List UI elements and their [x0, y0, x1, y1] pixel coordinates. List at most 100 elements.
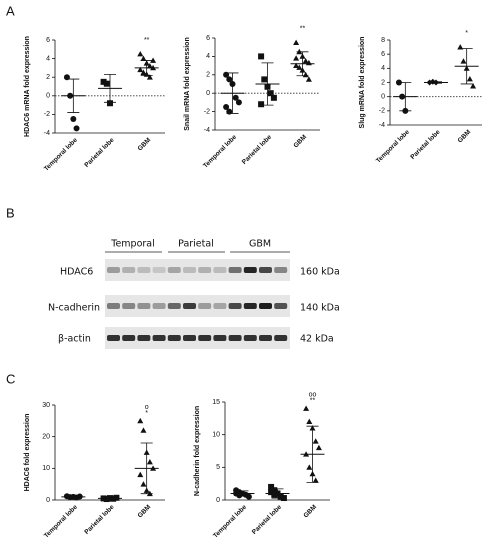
band: [107, 335, 120, 341]
point: [267, 90, 274, 97]
point: [107, 100, 113, 107]
y-tick-label: 10: [42, 465, 50, 472]
y-tick-label: 2: [381, 79, 385, 86]
point: [271, 491, 278, 498]
point: [460, 58, 467, 64]
band: [198, 303, 212, 309]
panel-letter: C: [6, 371, 15, 386]
band: [152, 303, 166, 309]
sd-bar: [236, 490, 249, 497]
annotation: oo **: [309, 391, 317, 404]
sd-bar: [296, 51, 309, 77]
band: [274, 303, 288, 309]
band: [107, 267, 120, 273]
point: [103, 80, 110, 87]
sd-bar: [460, 48, 473, 85]
x-tick-label: GBM: [137, 137, 153, 153]
band: [228, 303, 242, 309]
y-axis-title: HDAC6 fold expression: [24, 414, 31, 492]
point: [113, 494, 120, 501]
point: [258, 101, 265, 108]
y-tick-label: 4: [206, 53, 210, 60]
band: [183, 335, 196, 341]
point: [270, 94, 277, 101]
band: [107, 303, 120, 309]
sd-bar: [140, 60, 153, 76]
x-tick-label: GBM: [292, 134, 308, 150]
band: [198, 335, 212, 341]
band: [213, 303, 227, 309]
panel-letter: A: [6, 3, 15, 18]
sd-bar: [104, 74, 116, 103]
band: [228, 267, 242, 273]
point: [302, 71, 309, 78]
lane-label: GBM: [249, 239, 271, 250]
point: [223, 104, 230, 110]
y-tick-label: 20: [42, 434, 50, 441]
band: [259, 335, 272, 341]
band: [183, 303, 196, 309]
band: [152, 335, 166, 341]
y-tick-label: 0: [206, 90, 210, 97]
band: [259, 303, 272, 309]
blot-strip: [105, 327, 290, 349]
x-tick-label: Temporal lobe: [43, 503, 79, 539]
band: [243, 303, 257, 309]
band: [167, 303, 181, 309]
row-label: N-cadherin: [48, 303, 100, 314]
point: [296, 64, 303, 70]
chart: 0 5 10 15 N-cadherin fold expression Temporal…: [194, 391, 330, 540]
band: [259, 267, 272, 273]
sd-bar: [67, 495, 80, 498]
y-tick-label: 6: [46, 37, 50, 44]
point: [470, 83, 477, 89]
point: [312, 438, 319, 444]
band: [183, 267, 196, 273]
y-axis-title: Snail mRNA fold expression: [184, 37, 191, 130]
y-tick-label: -2: [44, 111, 50, 118]
point: [146, 459, 153, 465]
band: [228, 335, 242, 341]
sd-bar: [140, 442, 153, 495]
sd-bar: [226, 72, 239, 114]
y-tick-label: -4: [204, 127, 210, 134]
x-tick-label: GBM: [137, 504, 153, 520]
point: [312, 477, 319, 483]
y-axis-title: HDAC6 mRNA fold expression: [24, 36, 31, 137]
point: [235, 99, 242, 106]
x-tick-label: Temporal lobe: [375, 128, 411, 164]
point: [302, 58, 309, 64]
band: [243, 267, 257, 273]
y-tick-label: 0: [46, 497, 50, 504]
size-label: 42 kDa: [300, 334, 334, 345]
size-label: 160 kDa: [300, 267, 340, 278]
band: [137, 267, 151, 273]
point: [137, 66, 144, 73]
panel-letter: B: [6, 205, 15, 220]
band: [122, 303, 136, 309]
point: [150, 57, 157, 63]
sd-bar: [67, 78, 80, 113]
point: [261, 76, 268, 83]
sd-bar: [271, 488, 284, 499]
chart: -4 -2 0 2 4 6 HDAC6 mRNA fold expression Tempor…: [24, 36, 165, 173]
band: [167, 335, 181, 341]
y-tick-label: 30: [42, 402, 50, 409]
band: [198, 267, 212, 273]
point: [268, 483, 275, 490]
point: [140, 55, 147, 61]
point: [100, 78, 107, 85]
point: [146, 63, 153, 69]
sd-bar: [104, 497, 116, 500]
point: [245, 493, 252, 500]
band: [137, 303, 151, 309]
sd-bar: [430, 81, 442, 84]
y-tick-label: 15: [212, 399, 220, 406]
point: [303, 405, 310, 411]
sd-bar: [306, 425, 319, 483]
point: [258, 53, 265, 60]
chart: -4 -2 0 2 4 6 Snail mRNA fold expression Tempor…: [184, 25, 320, 170]
band: [243, 335, 257, 341]
row-label: HDAC6: [60, 267, 93, 278]
x-tick-label: Temporal lobe: [212, 503, 248, 539]
